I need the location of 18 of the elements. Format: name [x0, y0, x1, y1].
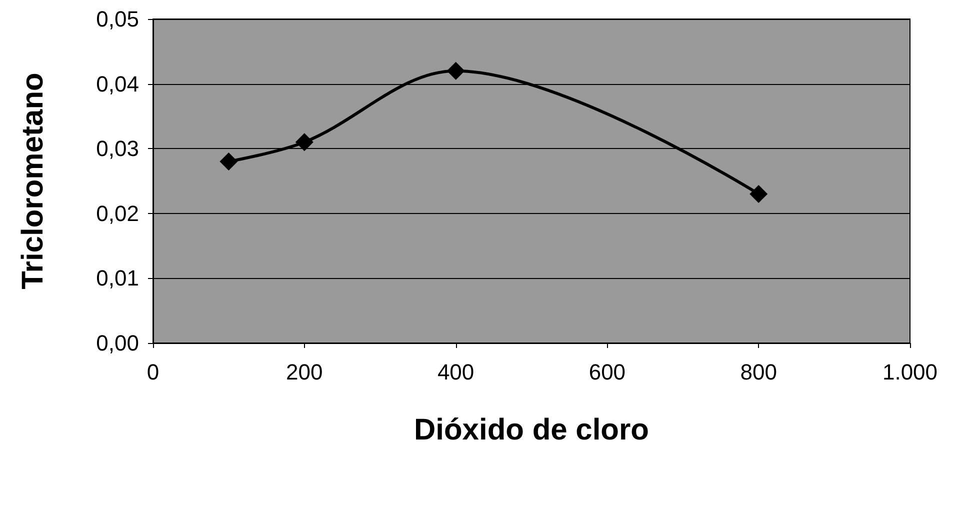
x-tick-label: 1.000 [882, 360, 938, 384]
y-tick-label: 0,05 [96, 6, 139, 32]
point [750, 184, 768, 203]
point [220, 152, 238, 171]
y-tick-label: 0,03 [96, 136, 139, 162]
x-axis-title: Dióxido de cloro [414, 414, 650, 446]
y-tick-label: 0,01 [96, 266, 139, 291]
x-tick-label: 200 [286, 360, 323, 384]
x-tick-label: 600 [588, 360, 626, 384]
point [446, 62, 465, 80]
y-tick-label: 0,02 [96, 200, 139, 226]
y-axis-title: Triclorometano [16, 72, 50, 290]
y-tick-label: 0,04 [96, 71, 139, 96]
x-tick-label: 800 [740, 360, 777, 384]
x-tick-label: 0 [146, 360, 160, 384]
y-tick-label: 0,00 [96, 330, 139, 356]
point [295, 133, 314, 152]
x-tick-label: 400 [437, 360, 474, 384]
